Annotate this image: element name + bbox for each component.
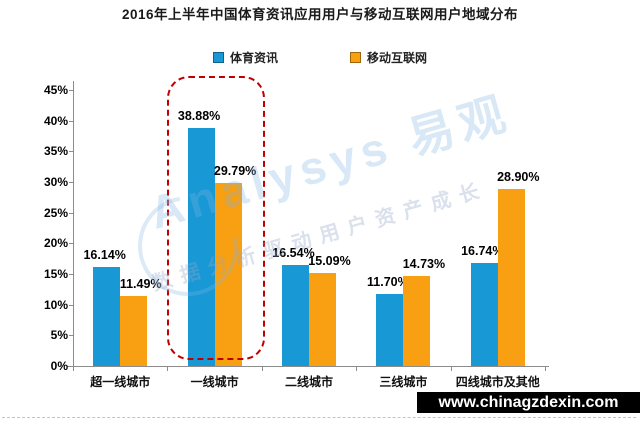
bar [120, 295, 148, 366]
bar [470, 263, 498, 366]
x-axis [67, 366, 549, 367]
x-axis-label: 三线城市 [379, 375, 428, 389]
y-tick [69, 120, 73, 122]
y-tick [69, 274, 73, 275]
x-tick [73, 366, 74, 371]
y-axis-label: 0% [50, 359, 68, 373]
bar [376, 294, 404, 366]
bar-value-label: 29.79% [213, 164, 257, 179]
y-tick [69, 335, 73, 337]
x-tick [356, 366, 358, 371]
bar-value-label: 38.88% [177, 108, 221, 123]
y-axis-label: 25% [43, 205, 68, 220]
x-tick [545, 366, 546, 371]
x-axis-label: 四线城市及其他 [455, 375, 540, 389]
y-tick [69, 366, 73, 367]
legend-label: 体育资讯 [229, 51, 278, 65]
bottom-divider [2, 417, 636, 418]
bar [282, 264, 309, 366]
bar-value-label: 16.14% [83, 248, 126, 262]
y-axis-label: 45% [43, 83, 68, 97]
bar-value-label: 28.90% [497, 169, 540, 184]
legend-swatch-orange-icon [350, 52, 361, 63]
y-tick [69, 304, 73, 306]
bar-value-label: 11.70% [367, 275, 409, 290]
bar [309, 273, 336, 366]
x-axis-label: 一线城市 [190, 375, 239, 389]
y-axis-label: 10% [43, 297, 68, 312]
y-tick [69, 90, 73, 91]
y-tick [69, 151, 73, 153]
legend-item-mobile-internet: 移动互联网 [350, 49, 427, 66]
bar-value-label: 14.73% [402, 256, 446, 271]
y-axis [73, 81, 74, 366]
bar [214, 183, 242, 366]
y-axis-label: 20% [43, 236, 68, 251]
x-tick [261, 366, 263, 371]
bar [187, 127, 215, 366]
website-banner: www.chinagzdexin.com [417, 392, 640, 413]
y-axis-label: 30% [43, 175, 68, 189]
bar-value-label: 15.09% [308, 254, 351, 269]
y-axis-label: 5% [50, 328, 68, 343]
x-axis-label: 超一线城市 [90, 375, 151, 389]
bar-value-label: 11.49% [119, 276, 162, 291]
x-axis-label: 二线城市 [284, 375, 333, 389]
chart-title: 2016年上半年中国体育资讯应用用户与移动互联网用户地域分布 [121, 7, 519, 22]
x-tick [167, 366, 169, 371]
y-tick [69, 182, 73, 183]
y-axis-label: 40% [43, 113, 68, 128]
y-axis-label: 35% [43, 144, 68, 159]
y-tick [69, 212, 73, 214]
highlight-dashed-box [166, 76, 265, 360]
bar [497, 188, 525, 366]
legend-label: 移动互联网 [367, 51, 428, 65]
bar-value-label: 16.74% [461, 244, 504, 259]
legend-swatch-blue-icon [212, 52, 224, 63]
bar [403, 275, 431, 366]
y-axis-label: 15% [43, 267, 68, 281]
x-tick [450, 366, 452, 371]
y-tick [69, 243, 73, 245]
bar [93, 267, 121, 366]
bar-value-label: 16.54% [272, 245, 315, 260]
legend-item-sports-info: 体育资讯 [212, 49, 278, 66]
legend: 体育资讯 移动互联网 [0, 49, 640, 66]
